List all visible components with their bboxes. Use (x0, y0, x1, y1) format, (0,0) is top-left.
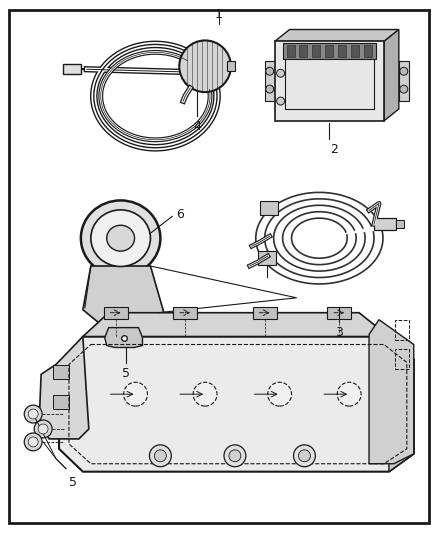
Bar (396, 220, 404, 228)
Polygon shape (59, 336, 414, 472)
Bar (104, 307, 127, 319)
Circle shape (28, 437, 38, 447)
Circle shape (266, 85, 274, 93)
Circle shape (24, 433, 42, 451)
Polygon shape (39, 336, 89, 439)
Circle shape (34, 420, 52, 438)
Circle shape (293, 445, 315, 467)
Bar (300, 45, 307, 58)
Circle shape (24, 405, 42, 423)
Bar (285, 50, 374, 109)
Bar (364, 45, 372, 58)
Polygon shape (384, 29, 399, 121)
Ellipse shape (81, 200, 160, 276)
Bar (275, 42, 384, 121)
Circle shape (337, 382, 361, 406)
Polygon shape (369, 320, 414, 464)
Bar (283, 43, 376, 59)
Bar (286, 45, 294, 58)
Text: 1: 1 (215, 7, 223, 21)
Circle shape (266, 67, 274, 75)
Bar (351, 45, 359, 58)
Circle shape (400, 67, 408, 75)
Bar (258, 251, 276, 265)
Polygon shape (389, 336, 414, 472)
Text: 5: 5 (122, 367, 130, 381)
Circle shape (229, 450, 241, 462)
Circle shape (277, 69, 285, 77)
Circle shape (268, 382, 292, 406)
Circle shape (149, 445, 171, 467)
Circle shape (400, 85, 408, 93)
Ellipse shape (91, 210, 150, 266)
Bar (312, 45, 320, 58)
Bar (338, 45, 346, 58)
Text: 2: 2 (330, 143, 338, 156)
Ellipse shape (107, 225, 134, 251)
Bar (260, 201, 278, 215)
Bar (325, 45, 333, 58)
Bar (63, 64, 81, 74)
Bar (253, 307, 277, 319)
Polygon shape (105, 328, 142, 348)
Bar (399, 61, 409, 101)
Circle shape (155, 450, 166, 462)
Bar (227, 61, 235, 71)
Bar (395, 320, 409, 340)
Bar (374, 219, 396, 230)
Circle shape (28, 409, 38, 419)
Circle shape (224, 445, 246, 467)
Polygon shape (83, 313, 389, 336)
Bar (53, 395, 69, 409)
Polygon shape (83, 266, 165, 333)
Bar (173, 307, 197, 319)
Bar (53, 365, 69, 379)
Text: 3: 3 (336, 326, 343, 338)
Text: 6: 6 (176, 208, 184, 221)
Circle shape (124, 382, 148, 406)
Circle shape (193, 382, 217, 406)
Circle shape (298, 450, 311, 462)
Polygon shape (275, 29, 399, 42)
Circle shape (38, 424, 48, 434)
Circle shape (277, 97, 285, 105)
Bar (395, 350, 409, 369)
Bar (327, 307, 351, 319)
Bar (265, 61, 275, 101)
Text: 5: 5 (69, 475, 77, 489)
Circle shape (179, 41, 231, 92)
Text: 4: 4 (193, 120, 201, 133)
